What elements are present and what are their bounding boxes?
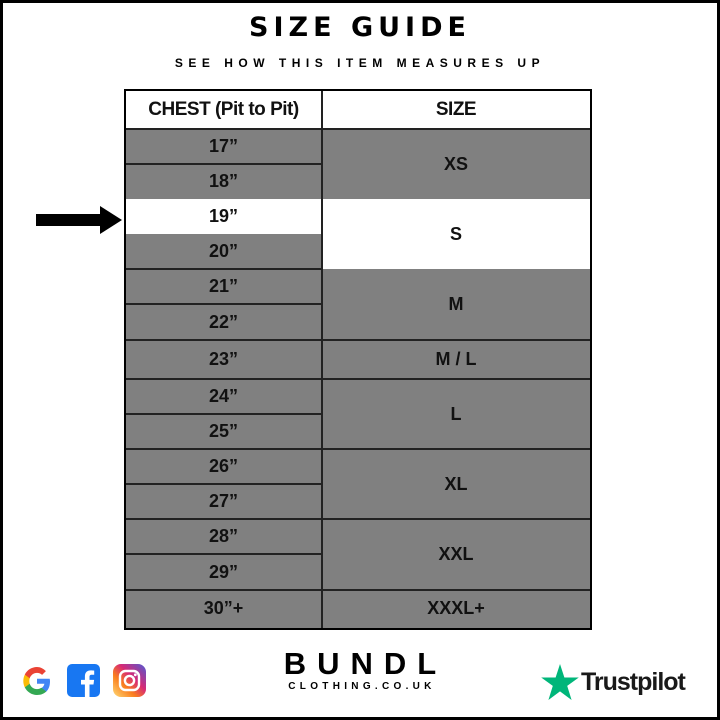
row-divider: [126, 378, 321, 380]
row-divider: [126, 518, 321, 520]
size-cell: S: [322, 199, 590, 269]
page-title: SIZE GUIDE: [249, 12, 471, 43]
chest-cell: 21”: [126, 269, 321, 304]
chest-cell: 20”: [126, 234, 321, 269]
row-divider: [321, 378, 590, 380]
arrow-right-icon: [36, 206, 122, 234]
size-cell: XS: [322, 129, 590, 199]
chest-cell: 25”: [126, 414, 321, 449]
row-divider: [126, 553, 321, 555]
size-cell: XXXL+: [322, 590, 590, 627]
row-divider: [321, 589, 590, 591]
row-divider: [126, 483, 321, 485]
chest-cell: 29”: [126, 554, 321, 590]
row-divider: [126, 448, 321, 450]
row-divider: [126, 163, 321, 165]
chest-cell: 23”: [126, 340, 321, 379]
chest-cell: 22”: [126, 304, 321, 340]
chest-cell: 28”: [126, 519, 321, 554]
chest-cell: 24”: [126, 379, 321, 414]
size-table: CHEST (Pit to Pit) SIZE 17” 18” 19” 20” 21” 2…: [124, 89, 592, 630]
chest-cell: 18”: [126, 164, 321, 199]
row-divider: [126, 589, 321, 591]
header-size: SIZE: [322, 91, 590, 129]
chest-cell: 17”: [126, 129, 321, 164]
row-divider: [321, 448, 590, 450]
chest-cell: 19”: [126, 199, 321, 234]
facebook-icon[interactable]: [67, 664, 100, 697]
row-divider: [321, 518, 590, 520]
page-subtitle: SEE HOW THIS ITEM MEASURES UP: [174, 56, 546, 70]
trustpilot-logo[interactable]: Trustpilot: [541, 664, 686, 700]
instagram-icon[interactable]: [113, 664, 146, 697]
row-divider: [126, 303, 321, 305]
row-divider: [126, 268, 321, 270]
column-divider: [321, 91, 323, 628]
header-divider: [126, 128, 590, 130]
size-cell: L: [322, 379, 590, 449]
brand-logo: BUNDL: [283, 646, 448, 681]
chest-cell: 27”: [126, 484, 321, 519]
trustpilot-label: Trustpilot: [581, 667, 686, 696]
size-cell: M: [322, 269, 590, 340]
size-cell: XL: [322, 449, 590, 519]
header-chest: CHEST (Pit to Pit): [126, 91, 321, 129]
row-divider: [126, 339, 321, 341]
chest-cell: 26”: [126, 449, 321, 484]
chest-cell: 30”+: [126, 590, 321, 627]
google-icon: [23, 667, 50, 695]
row-divider: [321, 339, 590, 341]
brand-website: CLOTHING.CO.UK: [288, 681, 436, 692]
row-divider: [126, 413, 321, 415]
size-cell: M / L: [322, 340, 590, 379]
size-cell: XXL: [322, 519, 590, 590]
star-icon: [541, 664, 579, 700]
